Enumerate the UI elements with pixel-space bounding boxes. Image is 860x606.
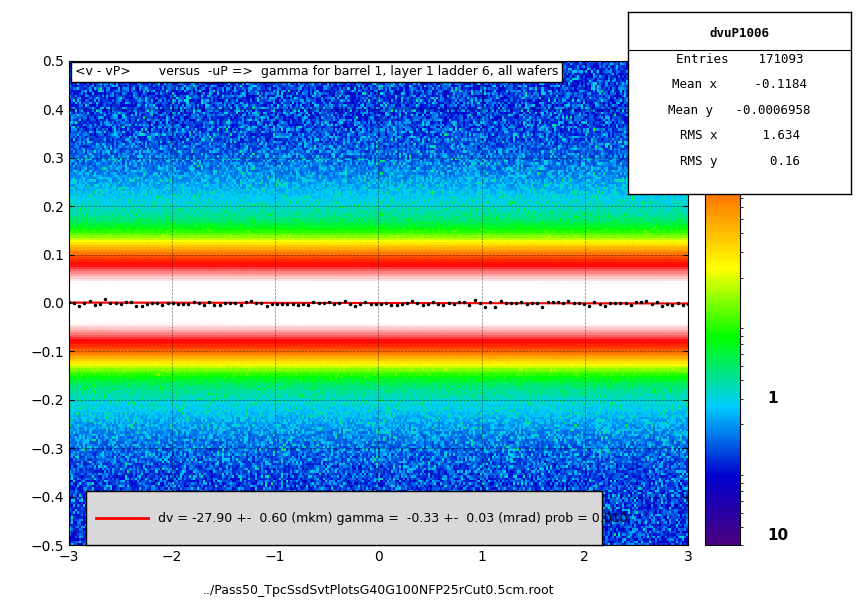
Text: RMS y       0.16: RMS y 0.16 (679, 155, 800, 168)
Text: Entries    171093: Entries 171093 (676, 53, 803, 66)
Text: Mean y   -0.0006958: Mean y -0.0006958 (668, 104, 811, 117)
Text: dv = -27.90 +-  0.60 (mkm) gamma =  -0.33 +-  0.03 (mrad) prob = 0.010: dv = -27.90 +- 0.60 (mkm) gamma = -0.33 … (158, 511, 628, 525)
Text: RMS x      1.634: RMS x 1.634 (679, 129, 800, 142)
Text: 10: 10 (767, 65, 789, 80)
Text: 1: 1 (767, 391, 777, 406)
Text: 10: 10 (767, 528, 789, 543)
Text: dvuP1006: dvuP1006 (710, 27, 770, 41)
Text: <v - vP>       versus  -uP =>  gamma for barrel 1, layer 1 ladder 6, all wafers: <v - vP> versus -uP => gamma for barrel … (75, 65, 558, 78)
Text: Mean x     -0.1184: Mean x -0.1184 (673, 78, 807, 92)
Text: ../Pass50_TpcSsdSvtPlotsG40G100NFP25rCut0.5cm.root: ../Pass50_TpcSsdSvtPlotsG40G100NFP25rCut… (203, 584, 554, 597)
